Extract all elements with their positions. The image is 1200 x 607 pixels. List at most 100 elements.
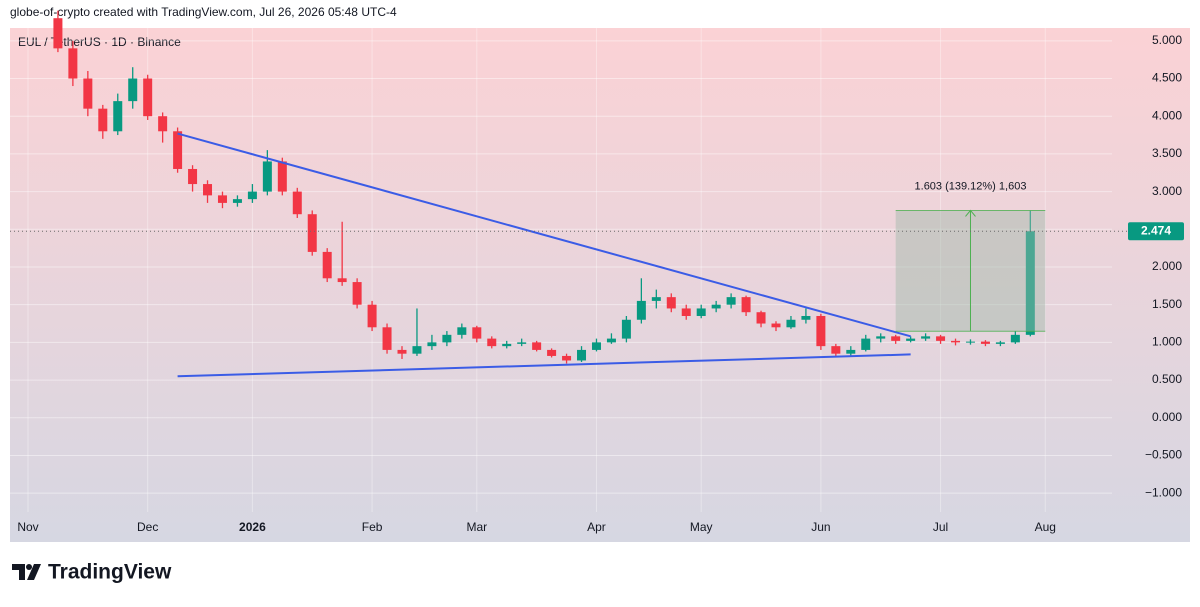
candle-body bbox=[352, 282, 362, 305]
candle-body bbox=[292, 191, 302, 215]
candle-body bbox=[98, 108, 108, 132]
candle-body bbox=[83, 78, 93, 109]
last-price-label: 2.474 bbox=[1141, 223, 1171, 237]
candle-body bbox=[427, 342, 437, 347]
x-tick-label: Dec bbox=[137, 520, 158, 534]
x-tick-label: Apr bbox=[587, 520, 606, 534]
candle-body bbox=[936, 336, 946, 341]
attribution: globe-of-crypto created with TradingView… bbox=[10, 5, 397, 19]
candle-body bbox=[337, 278, 347, 283]
candle-body bbox=[591, 342, 601, 350]
brand: TradingView bbox=[48, 561, 172, 584]
y-tick-label: 0.000 bbox=[1152, 410, 1182, 424]
measure-label: 1.603 (139.12%) 1,603 bbox=[915, 180, 1027, 192]
x-tick-label: 2026 bbox=[239, 520, 266, 534]
candle-body bbox=[143, 78, 153, 117]
candle-body bbox=[816, 315, 826, 347]
y-tick-label: 4.000 bbox=[1152, 108, 1182, 122]
candle-body bbox=[173, 131, 183, 169]
candle-body bbox=[995, 342, 1005, 344]
chart-background bbox=[10, 28, 1190, 542]
candle-body bbox=[771, 323, 781, 328]
candle-body bbox=[921, 336, 931, 339]
y-tick-label: 5.000 bbox=[1152, 33, 1182, 47]
x-tick-label: May bbox=[690, 520, 713, 534]
symbol-title: EUL / TetherUS · 1D · Binance bbox=[18, 35, 181, 49]
x-tick-label: Jun bbox=[811, 520, 830, 534]
candle-body bbox=[741, 297, 751, 313]
candle-body bbox=[158, 116, 168, 132]
y-tick-label: 0.500 bbox=[1152, 372, 1182, 386]
candle-body bbox=[1025, 231, 1035, 335]
trendline bbox=[177, 132, 911, 338]
candle-body bbox=[517, 342, 527, 344]
candle-body bbox=[262, 161, 272, 192]
candle-body bbox=[397, 349, 407, 354]
y-tick-label: 3.500 bbox=[1152, 146, 1182, 160]
candle-body bbox=[726, 297, 736, 305]
candle-body bbox=[382, 327, 392, 350]
candle-body bbox=[651, 297, 661, 301]
candle-body bbox=[831, 346, 841, 354]
candle-body bbox=[68, 48, 78, 79]
x-tick-label: Feb bbox=[362, 520, 383, 534]
candle-body bbox=[532, 342, 542, 350]
candle-body bbox=[217, 195, 227, 203]
candle-body bbox=[666, 297, 676, 309]
brand-logo bbox=[12, 564, 41, 580]
candle-body bbox=[188, 168, 198, 185]
candle-body bbox=[1010, 334, 1020, 343]
candle-body bbox=[247, 191, 257, 200]
candle-body bbox=[696, 308, 706, 316]
y-tick-label: −1.000 bbox=[1145, 485, 1182, 499]
last-price-box bbox=[1128, 222, 1184, 241]
candle-body bbox=[487, 338, 497, 347]
candle-body bbox=[756, 312, 766, 324]
candle-body bbox=[711, 304, 721, 309]
candle-body bbox=[457, 327, 467, 335]
candle-body bbox=[786, 319, 796, 328]
candle-body bbox=[547, 349, 557, 356]
candle-body bbox=[442, 334, 452, 343]
candle-body bbox=[128, 78, 138, 102]
candle-body bbox=[232, 199, 242, 203]
candle-body bbox=[681, 308, 691, 316]
candle-body bbox=[277, 161, 287, 192]
candle-body bbox=[636, 300, 646, 320]
candle-body bbox=[367, 304, 377, 328]
candle-body bbox=[472, 327, 482, 339]
candle-body bbox=[502, 343, 512, 347]
candle-body bbox=[606, 338, 616, 343]
candle-body bbox=[876, 336, 886, 339]
x-tick-label: Jul bbox=[933, 520, 948, 534]
candle-body bbox=[861, 338, 871, 350]
candle-body bbox=[965, 341, 975, 343]
candle-body bbox=[412, 346, 422, 354]
candle-body bbox=[562, 355, 572, 361]
candle-body bbox=[113, 101, 123, 132]
candle-body bbox=[951, 340, 961, 343]
y-tick-label: 4.500 bbox=[1152, 71, 1182, 85]
y-tick-label: 1.500 bbox=[1152, 297, 1182, 311]
candle-body bbox=[322, 251, 332, 279]
trendline bbox=[177, 353, 911, 378]
candle-body bbox=[203, 184, 213, 196]
candle-body bbox=[577, 349, 587, 361]
y-tick-label: 3.000 bbox=[1152, 184, 1182, 198]
candle-body bbox=[906, 338, 916, 341]
y-tick-label: −0.500 bbox=[1145, 448, 1182, 462]
x-tick-label: Nov bbox=[17, 520, 38, 534]
candle-body bbox=[846, 349, 856, 354]
y-tick-label: 1.000 bbox=[1152, 335, 1182, 349]
x-tick-label: Mar bbox=[466, 520, 487, 534]
candle-body bbox=[891, 336, 901, 341]
y-tick-label: 2.000 bbox=[1152, 259, 1182, 273]
measure-arrow-head bbox=[965, 209, 976, 217]
candle-body bbox=[307, 214, 317, 252]
candle-body bbox=[980, 341, 990, 344]
candle-body bbox=[621, 319, 631, 339]
candle-body bbox=[801, 315, 811, 320]
x-tick-label: Aug bbox=[1035, 520, 1056, 534]
